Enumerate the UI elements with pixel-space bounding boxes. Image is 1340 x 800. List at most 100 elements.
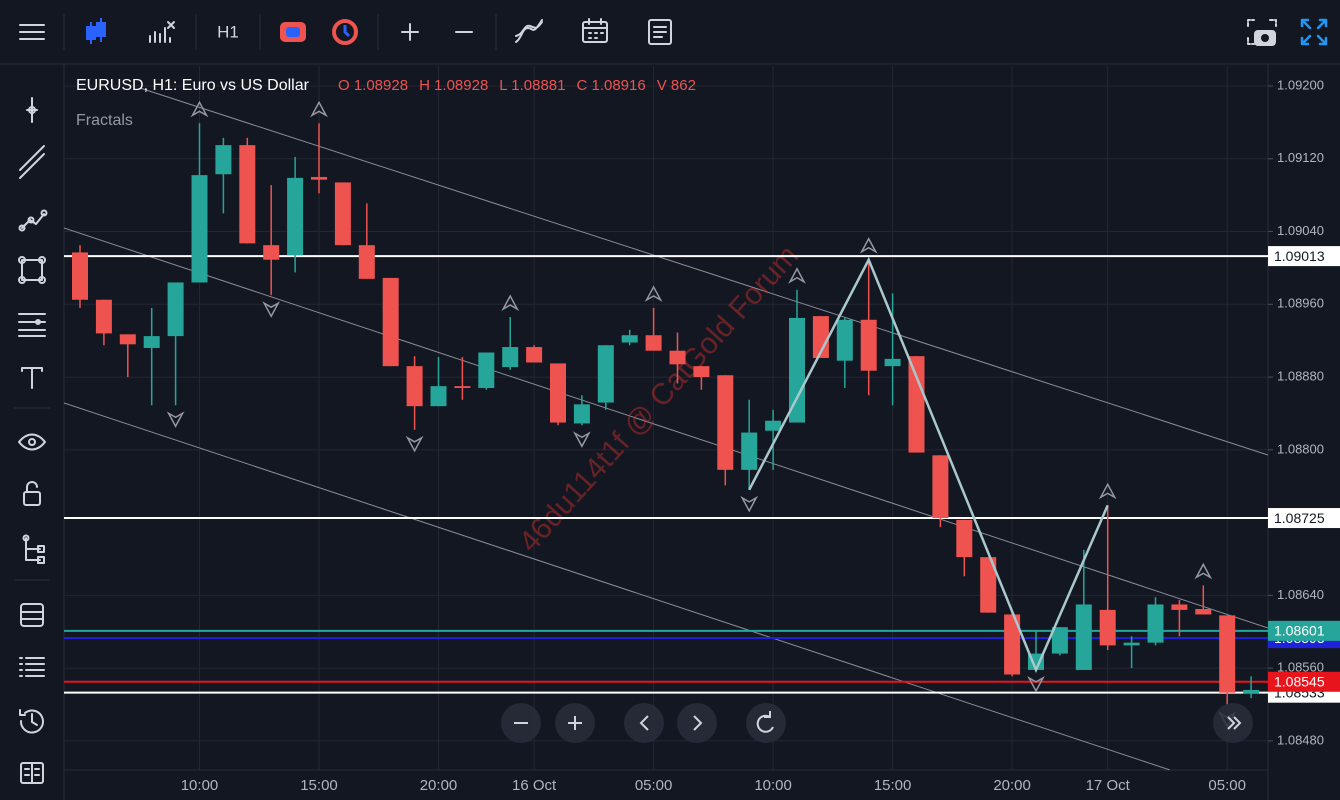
- axes: 1.09200 1.09120 1.09040 1.08960 1.08880 1.088…: [181, 77, 1324, 794]
- x-tick-label: 15:00: [874, 777, 912, 794]
- crosshair-tool[interactable]: [26, 97, 38, 123]
- ohlc-value: V 862: [657, 77, 696, 94]
- candle-body: [358, 245, 375, 279]
- x-tick-label: 15:00: [300, 777, 338, 794]
- y-tick-label: 1.08480: [1277, 732, 1324, 747]
- fractal-down: [166, 411, 185, 428]
- text-tool[interactable]: [21, 367, 43, 389]
- fractal-down: [740, 495, 759, 513]
- candle-body: [143, 336, 160, 348]
- candle-body: [1195, 609, 1212, 615]
- scroll-left-nav[interactable]: [624, 703, 664, 743]
- candle-body: [789, 317, 805, 423]
- trend-line-tool[interactable]: [19, 145, 45, 179]
- candle-body: [741, 432, 758, 470]
- x-tick-label: 10:00: [181, 777, 219, 794]
- candle-body: [908, 356, 925, 453]
- candle-body: [215, 145, 232, 175]
- candle-body: [621, 335, 638, 343]
- zoom-out-nav[interactable]: [501, 703, 541, 743]
- candle-body: [1075, 604, 1092, 670]
- fractal-down: [405, 435, 424, 453]
- objects-button[interactable]: [515, 19, 543, 43]
- level-label: 1.08601: [1274, 623, 1325, 639]
- calendar-button[interactable]: [582, 18, 608, 43]
- ohlc-value: O 1.08928: [338, 77, 408, 94]
- candle-body: [812, 316, 829, 358]
- fractal-up: [859, 237, 878, 254]
- fullscreen-button[interactable]: [1300, 18, 1328, 46]
- candle-body: [693, 366, 710, 378]
- level-tag: [1268, 246, 1340, 267]
- history-button[interactable]: [332, 19, 358, 45]
- templates-tool[interactable]: [20, 603, 44, 627]
- y-tick-label: 1.09120: [1277, 150, 1324, 165]
- y-tick-label: 1.08640: [1277, 587, 1324, 602]
- history-tool[interactable]: [19, 709, 44, 734]
- candle-body: [239, 145, 256, 244]
- candle-body: [765, 420, 782, 431]
- candle-body: [502, 347, 519, 368]
- screenshot-button[interactable]: [1247, 19, 1277, 46]
- level-tag: [1268, 620, 1340, 641]
- news-button[interactable]: [648, 19, 672, 45]
- level-label: 1.08545: [1274, 673, 1325, 689]
- candle-body: [478, 352, 495, 388]
- fractal-up: [190, 100, 209, 118]
- candle-body: [1051, 627, 1068, 654]
- candle-body: [526, 347, 543, 363]
- timeframe-button[interactable]: H1: [217, 22, 239, 41]
- candle-body: [717, 375, 734, 470]
- trade-button[interactable]: [280, 22, 306, 42]
- scroll-right-nav[interactable]: [677, 703, 717, 743]
- path-tool[interactable]: [18, 209, 48, 232]
- visibility-tool[interactable]: [18, 433, 46, 451]
- candle-body: [956, 519, 973, 558]
- list-tool[interactable]: [19, 657, 45, 677]
- navigation: [501, 703, 1253, 743]
- fractal-down: [572, 431, 591, 448]
- candle-body: [597, 345, 614, 403]
- indicator-label: Fractals: [76, 112, 133, 129]
- candle-body: [669, 350, 686, 365]
- fib-tool[interactable]: [18, 313, 46, 337]
- y-tick-label: 1.08880: [1277, 369, 1324, 384]
- reset-nav[interactable]: [746, 703, 786, 743]
- candle-body: [406, 366, 423, 407]
- candle-body: [1171, 604, 1188, 610]
- level-labels: 1.085931.085331.090131.087251.086011.085…: [1268, 246, 1340, 703]
- candle-body: [430, 386, 447, 407]
- candle-body: [573, 404, 590, 424]
- candle-body: [311, 176, 327, 180]
- fractal-up: [1194, 562, 1213, 580]
- x-tick-label: 17 Oct: [1086, 777, 1131, 794]
- shapes-tool[interactable]: [18, 256, 46, 284]
- ohlc-value: L 1.08881: [499, 77, 565, 94]
- level-tag: [1268, 671, 1340, 692]
- menu-button[interactable]: [19, 24, 45, 40]
- zoom-in-button[interactable]: [401, 23, 419, 41]
- candle-body: [95, 299, 112, 334]
- chart-title: EURUSD, H1: Euro vs US Dollar: [76, 77, 310, 94]
- scroll-to-end-nav[interactable]: [1213, 703, 1253, 743]
- candle-body: [884, 358, 901, 367]
- chart-type-button[interactable]: [86, 18, 106, 44]
- lock-tool[interactable]: [23, 481, 41, 506]
- fractal-up: [644, 285, 663, 302]
- x-tick-label: 05:00: [635, 777, 673, 794]
- indicators-button[interactable]: [149, 21, 175, 43]
- y-tick-label: 1.08560: [1277, 660, 1324, 675]
- candle-body: [263, 245, 280, 260]
- layout-tool[interactable]: [20, 762, 44, 784]
- candle-body: [550, 363, 566, 423]
- candle-body: [454, 386, 471, 388]
- x-tick-label: 05:00: [1208, 777, 1246, 794]
- ohlc-value: H 1.08928: [419, 77, 488, 94]
- fractal-up: [501, 294, 520, 311]
- zoom-in-nav[interactable]: [555, 703, 595, 743]
- object-tree-tool[interactable]: [22, 534, 45, 564]
- candle-body: [167, 282, 184, 337]
- candle-body: [860, 319, 877, 371]
